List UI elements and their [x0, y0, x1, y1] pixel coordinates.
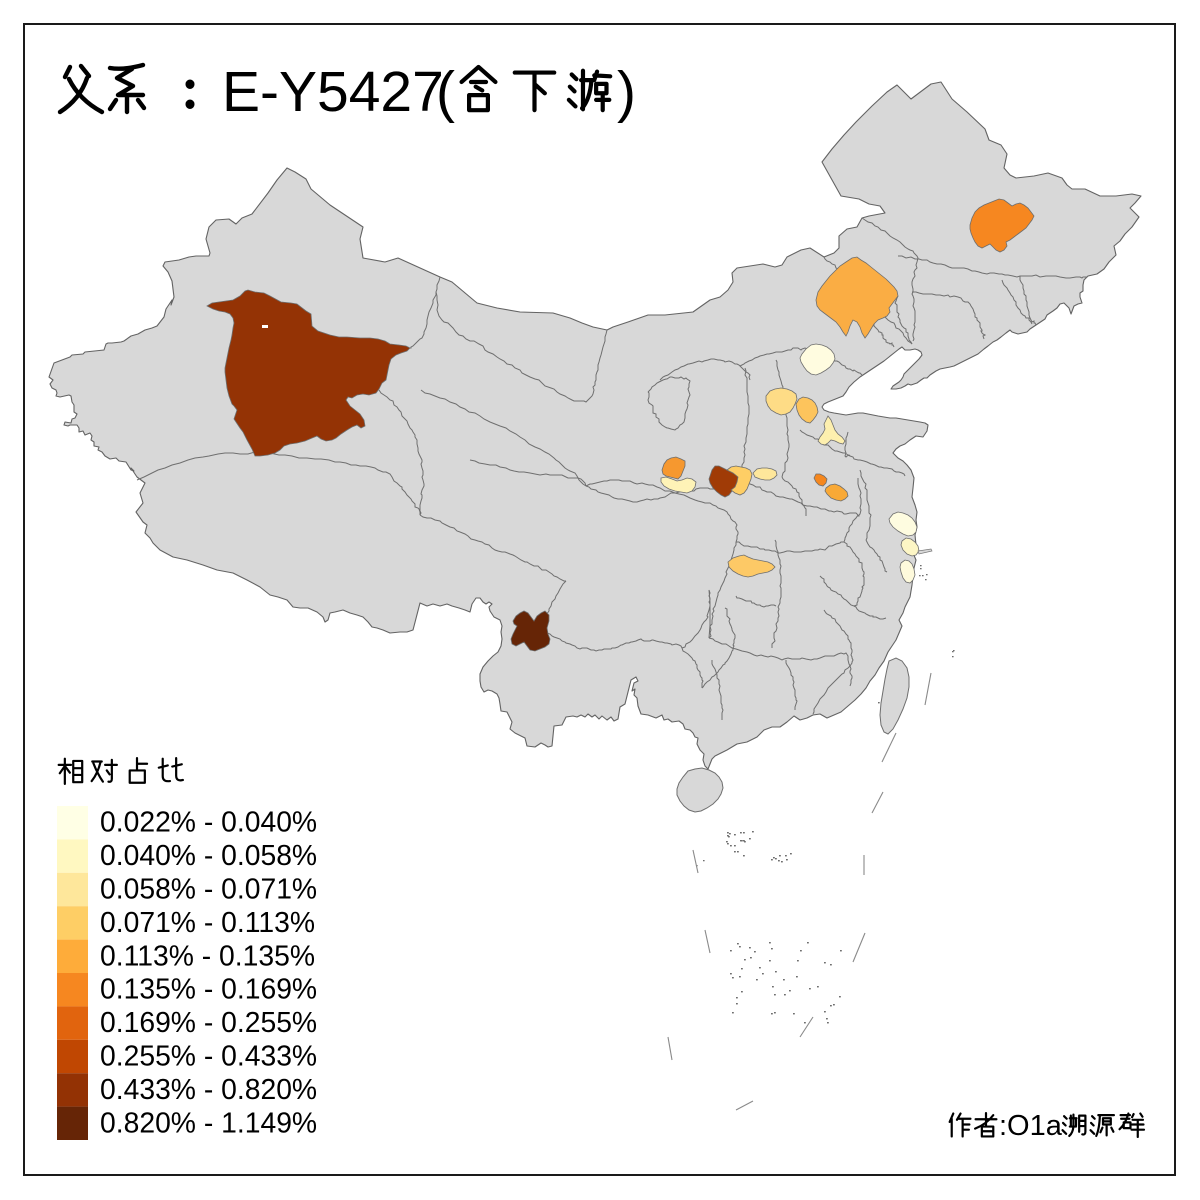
- svg-text:): ): [617, 60, 636, 124]
- svg-text:0.135% - 0.169%: 0.135% - 0.169%: [100, 973, 317, 1005]
- svg-text:0.071% - 0.113%: 0.071% - 0.113%: [100, 906, 315, 938]
- svg-text:0.040% - 0.058%: 0.040% - 0.058%: [100, 839, 317, 871]
- svg-text::O1a: :O1a: [999, 1110, 1063, 1142]
- svg-text:0.820% - 1.149%: 0.820% - 1.149%: [100, 1106, 317, 1138]
- svg-text:0.022% - 0.040%: 0.022% - 0.040%: [100, 806, 317, 838]
- svg-text:0.433% - 0.820%: 0.433% - 0.820%: [100, 1073, 317, 1105]
- svg-text:0.169% - 0.255%: 0.169% - 0.255%: [100, 1006, 317, 1038]
- svg-text:0.058% - 0.071%: 0.058% - 0.071%: [100, 873, 317, 905]
- svg-text:0.255% - 0.433%: 0.255% - 0.433%: [100, 1040, 317, 1072]
- svg-text:0.113% - 0.135%: 0.113% - 0.135%: [100, 939, 315, 971]
- svg-text:E-Y5427: E-Y5427: [222, 60, 444, 124]
- svg-text:(: (: [436, 60, 455, 124]
